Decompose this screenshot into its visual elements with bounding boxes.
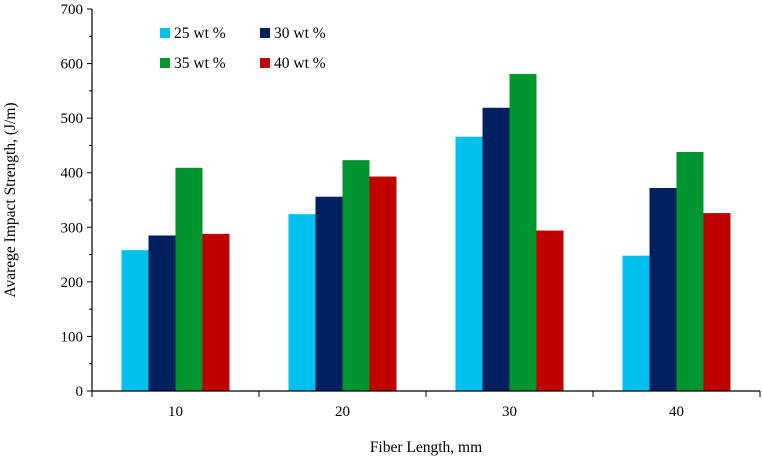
- legend-label: 25 wt %: [174, 25, 226, 42]
- bar-25-wt-len-30: [455, 136, 483, 391]
- bar-35-wt-len-20: [342, 160, 370, 391]
- y-tick-label: 400: [61, 166, 84, 182]
- bar-30-wt-len-10: [148, 235, 176, 391]
- x-axis-title: Fiber Length, mm: [370, 439, 482, 456]
- bar-40-wt-len-10: [202, 233, 230, 391]
- x-ticks-layer: 10 20 30 40: [91, 391, 761, 420]
- legend-label: 30 wt %: [274, 25, 326, 42]
- y-tick-label: 700: [61, 2, 84, 18]
- legend-swatch: [160, 28, 170, 38]
- bar-40-wt-len-40: [703, 213, 731, 391]
- y-tick-label: 0: [76, 384, 84, 400]
- bar-40-wt-len-30: [536, 230, 564, 391]
- legend-swatch: [160, 58, 170, 68]
- bar-30-wt-len-40: [649, 187, 677, 391]
- x-tick-label: 20: [335, 404, 350, 420]
- bar-25-wt-len-10: [121, 250, 149, 391]
- legend-swatch: [260, 28, 270, 38]
- legend-label: 35 wt %: [174, 55, 226, 72]
- bar-35-wt-len-10: [175, 167, 203, 391]
- legend-swatch: [260, 58, 270, 68]
- x-tick-label: 10: [168, 404, 183, 420]
- y-tick-label: 300: [61, 220, 84, 236]
- bar-35-wt-len-40: [676, 151, 704, 391]
- y-tick-label: 100: [61, 329, 84, 345]
- y-axis-title: Avarege Impact Strength, (J/m): [2, 102, 19, 297]
- bar-25-wt-len-40: [622, 255, 650, 391]
- y-ticks-layer: 0 100 200 300 400 500 600 700: [61, 2, 92, 400]
- legend-label: 40 wt %: [274, 55, 326, 72]
- bar-30-wt-len-30: [482, 107, 510, 391]
- x-tick-label: 40: [669, 404, 684, 420]
- y-tick-label: 500: [61, 111, 84, 127]
- bar-40-wt-len-20: [369, 176, 397, 391]
- y-tick-label: 200: [61, 275, 84, 291]
- bar-30-wt-len-20: [315, 196, 343, 391]
- bar-25-wt-len-20: [288, 214, 316, 391]
- x-tick-label: 30: [502, 404, 517, 420]
- bar-35-wt-len-30: [509, 73, 537, 391]
- y-tick-label: 600: [61, 57, 84, 73]
- bars-layer: [121, 73, 731, 391]
- legend: 25 wt % 30 wt % 35 wt % 40 wt %: [160, 25, 326, 72]
